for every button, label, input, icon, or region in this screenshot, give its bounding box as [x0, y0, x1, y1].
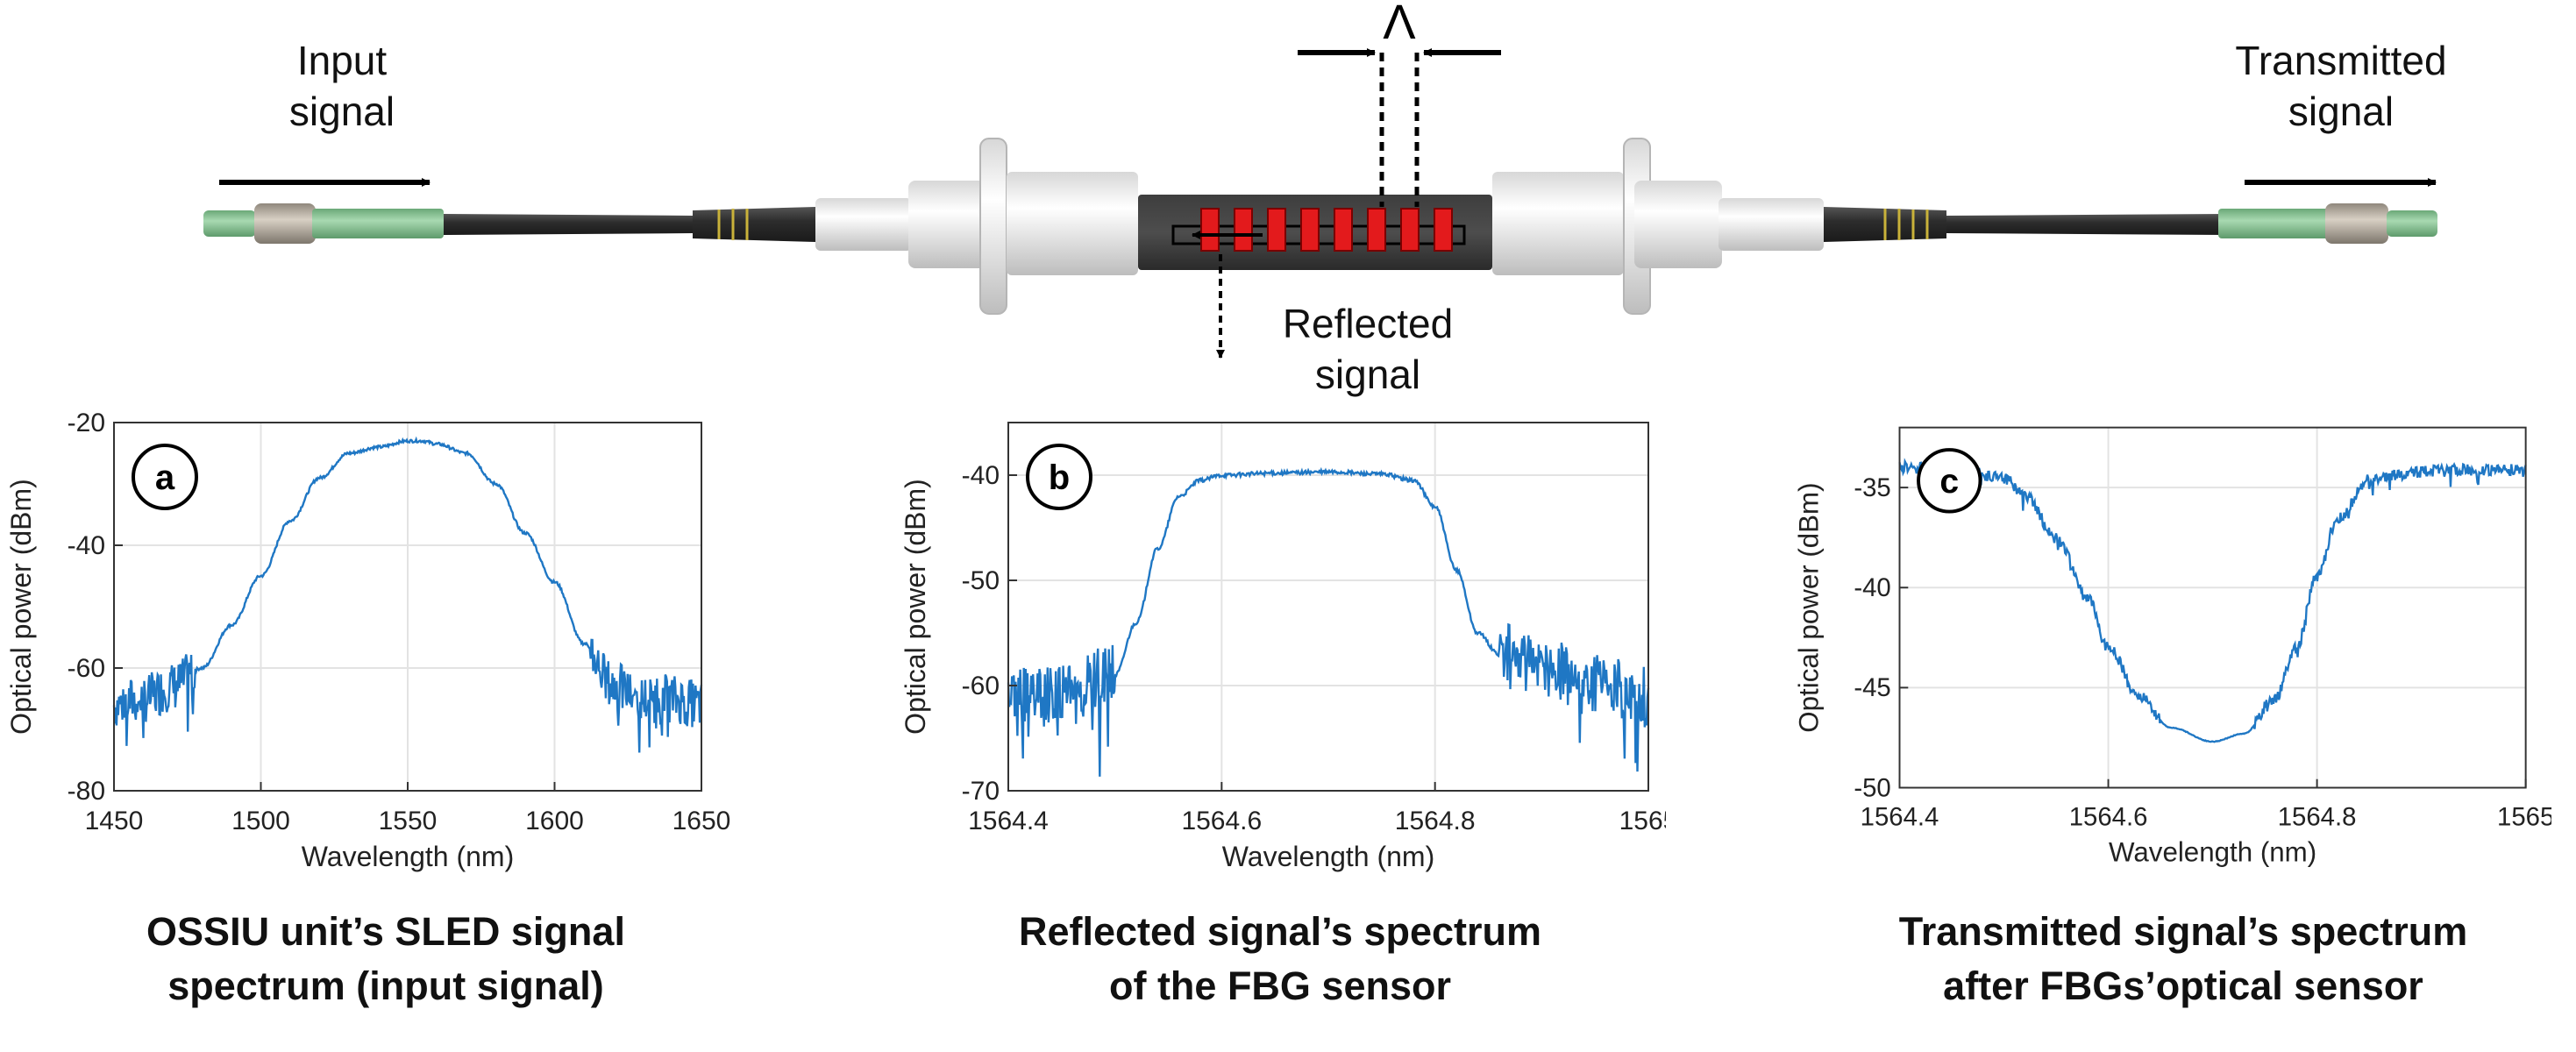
spectrum-trace [112, 436, 703, 753]
y-tick-label: -45 [1854, 673, 1890, 702]
y-tick-label: -20 [68, 409, 105, 437]
x-tick-label: 1564.8 [2278, 803, 2357, 832]
transmitted-label-line-2: signal [2288, 89, 2395, 134]
input-signal-label: Input signal [263, 35, 421, 137]
right-fiber-boot [1719, 198, 1946, 251]
y-tick-label: -80 [68, 777, 105, 806]
x-tick-label: 1650 [672, 807, 731, 835]
chart-a: 1450 1500 1550 1600 1650 -80 -60 -40 -20 Waveleng… [5, 409, 731, 872]
y-tick-label: -60 [68, 654, 105, 683]
fbg-setup-diagram: Λ [203, 0, 2437, 359]
spectrum-trace [1898, 458, 2527, 743]
caption-c: Transmitted signal’s spectrum after FBGs… [1850, 905, 2516, 1013]
plot-area [1899, 427, 2526, 788]
x-tick-label: 1600 [525, 807, 584, 835]
axes-frame [1898, 426, 2527, 789]
reflected-label-line-2: signal [1314, 352, 1421, 397]
x-tick-label: 1565 [1619, 807, 1666, 835]
x-tick-label: 1550 [379, 807, 438, 835]
grating-period-indicator [1298, 48, 1501, 207]
reflected-label-line-1: Reflected [1282, 301, 1454, 346]
x-axis-label: Wavelength (nm) [302, 841, 514, 872]
x-tick-label: 1564.6 [1181, 807, 1262, 835]
y-axis-label: Optical power (dBm) [900, 479, 931, 735]
caption-b: Reflected signal’s spectrum of the FBG s… [947, 905, 1613, 1013]
input-label-line-1: Input [296, 38, 388, 83]
y-tick-label: -50 [1854, 773, 1890, 802]
chart-c: 1564.4 1564.6 1564.8 1565 -50 -45 -40 -35 Wavele… [1794, 426, 2551, 868]
panel-label: c [1939, 463, 1959, 501]
caption-a: OSSIU unit’s SLED signal spectrum (input… [53, 905, 719, 1013]
plot-area [1008, 423, 1648, 791]
left-fiber-connector [203, 203, 693, 244]
x-tick-label: 1564.4 [1861, 803, 1939, 832]
lambda-symbol: Λ [1383, 0, 1416, 49]
x-tick-label: 1564.4 [968, 807, 1049, 835]
left-flange [908, 138, 1138, 315]
x-tick-label: 1564.8 [1395, 807, 1476, 835]
y-tick-label: -35 [1854, 473, 1890, 502]
x-axis-label: Wavelength (nm) [2109, 837, 2316, 868]
chart-b: 1564.4 1564.6 1564.8 1565 -70 -60 -50 -40 Wavele… [900, 422, 1666, 872]
y-tick-label: -50 [962, 566, 1000, 595]
panel-label: a [155, 458, 175, 497]
panel-label: b [1049, 458, 1070, 497]
spectrum-trace [1007, 466, 1650, 777]
caption-b-line-2: of the FBG sensor [1108, 963, 1452, 1008]
transmitted-label-line-1: Transmitted [2235, 38, 2447, 83]
y-tick-label: -60 [962, 672, 1000, 700]
caption-b-line-1: Reflected signal’s spectrum [1018, 909, 1542, 954]
x-tick-label: 1564.6 [2069, 803, 2148, 832]
axes-frame [1007, 422, 1649, 792]
panel-label-circle [1026, 444, 1092, 510]
caption-c-line-2: after FBGs’optical sensor [1943, 963, 2423, 1008]
transmitted-signal-label: Transmitted signal [2210, 35, 2473, 137]
panel-label-circle [132, 444, 198, 510]
reflected-signal-label: Reflected signal [1245, 298, 1491, 400]
x-tick-label: 1565 [2497, 803, 2551, 832]
input-label-line-2: signal [288, 89, 395, 134]
caption-a-line-1: OSSIU unit’s SLED signal [146, 909, 625, 954]
caption-a-line-2: spectrum (input signal) [167, 963, 604, 1008]
y-tick-label: -70 [962, 777, 1000, 806]
y-tick-label: -40 [962, 461, 1000, 490]
x-tick-label: 1500 [231, 807, 290, 835]
y-axis-label: Optical power (dBm) [1794, 482, 1825, 732]
y-tick-label: -40 [68, 531, 105, 560]
y-tick-label: -40 [1854, 573, 1890, 602]
right-fiber-connector [1946, 203, 2437, 244]
panel-label-circle [1917, 448, 1982, 514]
x-axis-label: Wavelength (nm) [1222, 841, 1434, 872]
y-axis-label: Optical power (dBm) [5, 479, 37, 735]
left-fiber-boot [693, 198, 912, 251]
caption-c-line-1: Transmitted signal’s spectrum [1898, 909, 2468, 954]
grating-elements [1200, 208, 1453, 252]
right-flange [1492, 138, 1722, 315]
fbg-sensor-body [1138, 195, 1492, 270]
x-tick-label: 1450 [85, 807, 144, 835]
